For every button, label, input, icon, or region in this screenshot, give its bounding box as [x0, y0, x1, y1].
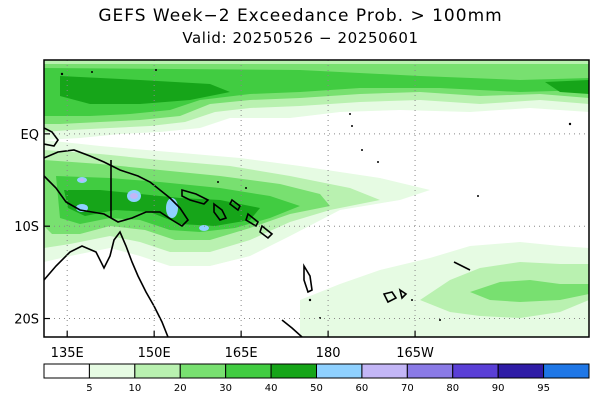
colorbar-bin-11	[543, 363, 590, 379]
chart-subtitle: Valid: 20250526 − 20250601	[182, 29, 419, 47]
small-islands	[60, 69, 572, 321]
colorbar-label-0: 5	[86, 383, 92, 394]
fiji-2	[398, 288, 408, 300]
colorbar-bin-7	[361, 363, 408, 379]
colorbar-label-8: 80	[446, 383, 459, 394]
halmahera-coast	[44, 127, 59, 147]
colorbar-bin-6	[316, 363, 363, 379]
north-band-40	[44, 68, 589, 116]
colorbar-label-1: 10	[128, 383, 141, 394]
coastlines	[44, 127, 471, 337]
solomon-3	[259, 224, 274, 240]
colorbar-bin-10	[497, 363, 545, 379]
x-tick-label-4: 165W	[396, 346, 434, 361]
y-axis: EQ 10S 20S	[14, 128, 50, 328]
new-guinea-coast	[44, 149, 190, 228]
vanuatu	[303, 263, 313, 294]
colorbar-label-10: 95	[537, 383, 550, 394]
colorbar-label-5: 50	[310, 383, 323, 394]
australia-coast	[44, 230, 169, 337]
se-band-30	[470, 280, 589, 302]
y-tick-label-2: 20S	[14, 313, 39, 328]
x-tick-label-3: 180	[316, 346, 341, 361]
colorbar: 5 10 20 30 40 50 60 70 80 90 95	[43, 363, 590, 394]
bougainville	[213, 202, 228, 221]
colorbar-bin-4	[225, 363, 272, 379]
samoa	[453, 261, 471, 271]
y-tick-label-1: 10S	[14, 220, 39, 235]
colorbar-label-3: 30	[219, 383, 232, 394]
north-band-50b	[545, 80, 589, 94]
colorbar-bin-5	[270, 363, 318, 379]
fiji-1	[382, 291, 398, 304]
colorbar-bin-9	[452, 363, 499, 379]
colorbar-label-4: 40	[265, 383, 278, 394]
colorbar-bin-1	[88, 363, 136, 379]
map-frame	[43, 59, 590, 338]
colorbar-bin-0	[43, 363, 90, 379]
south-patch-60d	[199, 225, 209, 231]
solomon-1	[228, 198, 242, 212]
new-caledonia	[281, 319, 303, 337]
north-patch-70	[79, 178, 85, 182]
x-tick-label-2: 165E	[225, 346, 258, 361]
x-tick-label-0: 135E	[51, 346, 84, 361]
colorbar-label-2: 20	[174, 383, 187, 394]
probability-shading	[44, 60, 589, 337]
new-britain	[181, 188, 210, 205]
south-patch-70	[130, 193, 138, 199]
y-tick-label-0: EQ	[21, 128, 39, 143]
north-band-50	[60, 76, 230, 104]
x-axis: 135E 150E 165E 180 165W	[51, 331, 434, 361]
colorbar-label-9: 90	[492, 383, 505, 394]
solomon-2	[245, 212, 260, 228]
map-grid	[44, 60, 589, 337]
colorbar-bin-2	[134, 363, 181, 379]
colorbar-bin-3	[179, 363, 227, 379]
x-tick-label-1: 150E	[138, 346, 171, 361]
colorbar-bin-8	[406, 363, 454, 379]
colorbar-label-7: 70	[401, 383, 414, 394]
south-band-50	[64, 190, 260, 226]
chart-title: GEFS Week−2 Exceedance Prob. > 100mm	[98, 6, 503, 26]
colorbar-label-6: 60	[356, 383, 369, 394]
